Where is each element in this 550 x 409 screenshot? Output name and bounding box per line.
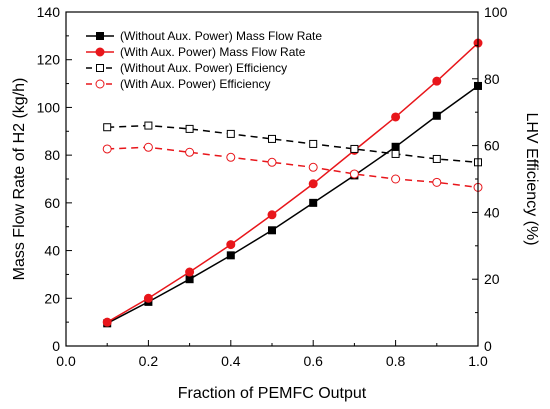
y-left-tick-label: 80 xyxy=(44,147,60,163)
tick-layer: 0.0 0.2 0.4 0.6 0.8 1.00204060801001201400204… xyxy=(37,4,508,369)
y-left-tick-label: 140 xyxy=(37,4,61,20)
series-4-point xyxy=(102,144,112,154)
legend-label: (With Aux. Power) Mass Flow Rate xyxy=(120,45,306,59)
series-1-line xyxy=(106,85,479,325)
series-3-point xyxy=(350,144,359,153)
series-2-point xyxy=(432,76,442,86)
series-4-point xyxy=(349,169,359,179)
legend: (Without Aux. Power) Mass Flow Rate (With… xyxy=(86,29,322,91)
y-right-tick-label: 80 xyxy=(484,71,500,87)
series-4 xyxy=(102,142,483,192)
legend-item: (With Aux. Power) Efficiency xyxy=(86,77,271,91)
series-2-point xyxy=(267,210,277,220)
series-2-point xyxy=(185,267,195,277)
series-2-point xyxy=(391,112,401,122)
series-3 xyxy=(103,121,482,167)
x-tick-label: 0.0 xyxy=(56,353,76,369)
y-left-tick-label: 120 xyxy=(37,52,61,68)
series-2-point xyxy=(308,179,318,189)
series-4-line xyxy=(107,146,479,189)
series-2-point xyxy=(102,317,112,327)
legend-item: (With Aux. Power) Mass Flow Rate xyxy=(86,45,306,59)
x-tick-label: 0.4 xyxy=(221,353,241,369)
y-left-tick-label: 0 xyxy=(52,338,60,354)
series-2-line xyxy=(106,42,479,323)
series-3-point xyxy=(103,123,112,132)
series-3-point xyxy=(391,149,400,158)
series-4-point xyxy=(391,174,401,184)
legend-label: (Without Aux. Power) Efficiency xyxy=(120,61,287,75)
x-tick-label: 1.0 xyxy=(468,353,488,369)
series-4-point xyxy=(432,177,442,187)
series-3-point xyxy=(144,121,153,130)
series-1-point xyxy=(268,226,276,235)
series-3-point xyxy=(432,154,441,163)
y-right-tick-label: 20 xyxy=(484,271,500,287)
series-4-point xyxy=(226,152,236,162)
legend-item: (Without Aux. Power) Efficiency xyxy=(86,61,287,75)
series-4-point xyxy=(143,142,153,152)
y-left-tick-label: 20 xyxy=(44,290,60,306)
y-right-tick-label: 40 xyxy=(484,204,500,220)
y-right-tick-label: 60 xyxy=(484,138,500,154)
series-3-point xyxy=(226,129,235,138)
series-1-point xyxy=(185,275,194,284)
y-right-axis-title: LHV Efficiency (%) xyxy=(523,112,540,245)
legend-marker xyxy=(96,32,104,40)
x-axis-title: Fraction of PEMFC Output xyxy=(178,385,367,402)
series-1-point xyxy=(226,251,235,260)
series-3-point xyxy=(185,124,194,133)
legend-label: (With Aux. Power) Efficiency xyxy=(120,77,271,91)
y-left-tick-label: 40 xyxy=(44,243,60,259)
series-3-point xyxy=(309,139,318,148)
y-left-tick-label: 60 xyxy=(44,195,60,211)
series-4-point xyxy=(308,162,318,172)
legend-label: (Without Aux. Power) Mass Flow Rate xyxy=(120,29,322,43)
series-1-point xyxy=(391,142,400,151)
legend-marker xyxy=(95,47,105,57)
series-3-line xyxy=(107,124,479,164)
x-tick-label: 0.6 xyxy=(303,353,323,369)
legend-marker xyxy=(96,64,104,72)
series-1-point xyxy=(309,198,318,207)
series-layer xyxy=(102,38,483,328)
x-tick-label: 0.8 xyxy=(386,353,406,369)
series-2-point xyxy=(143,293,153,303)
y-left-axis-title: Mass Flow Rate of H2 (kg/h) xyxy=(11,78,28,281)
series-1-point xyxy=(432,111,441,120)
legend-item: (Without Aux. Power) Mass Flow Rate xyxy=(86,29,322,43)
y-left-tick-label: 100 xyxy=(37,99,61,115)
y-right-tick-label: 100 xyxy=(484,4,508,20)
series-3-point xyxy=(268,134,276,143)
legend-marker xyxy=(95,79,105,89)
x-tick-label: 0.2 xyxy=(139,353,159,369)
y-right-tick-label: 0 xyxy=(484,338,492,354)
series-2-point xyxy=(226,240,236,250)
series-4-point xyxy=(185,147,195,157)
series-4-point xyxy=(267,157,277,167)
